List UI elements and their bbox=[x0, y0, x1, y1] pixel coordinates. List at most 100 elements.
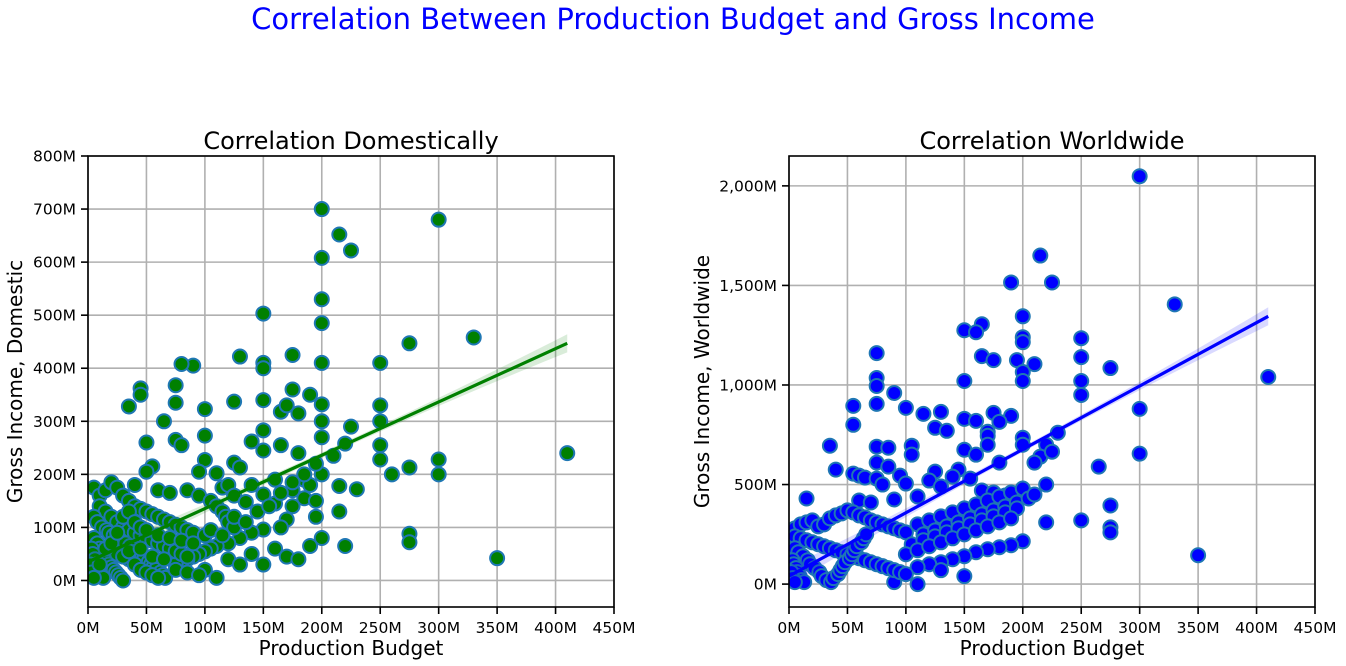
data-point bbox=[185, 535, 202, 552]
data-point bbox=[1090, 458, 1107, 475]
data-point bbox=[302, 537, 319, 554]
data-point bbox=[155, 551, 172, 568]
data-point bbox=[284, 381, 301, 398]
data-point bbox=[985, 352, 1002, 369]
data-point bbox=[1260, 369, 1277, 386]
regression-line bbox=[88, 341, 568, 564]
data-point bbox=[155, 413, 172, 430]
data-point bbox=[1131, 168, 1148, 185]
data-point bbox=[109, 524, 126, 541]
y-tick-label: 0M bbox=[754, 576, 777, 594]
data-point bbox=[191, 567, 208, 584]
data-point bbox=[903, 446, 920, 463]
data-point bbox=[138, 434, 155, 451]
y-axis-label: Gross Income, Domestic bbox=[3, 260, 27, 503]
data-point bbox=[932, 403, 949, 420]
data-point bbox=[120, 398, 137, 415]
data-point bbox=[255, 305, 272, 322]
data-point bbox=[1014, 373, 1031, 390]
y-tick-label: 1,500M bbox=[719, 277, 777, 295]
data-point bbox=[1038, 476, 1055, 493]
data-point bbox=[161, 484, 178, 501]
data-point bbox=[313, 354, 330, 371]
data-point bbox=[196, 401, 213, 418]
data-point bbox=[284, 346, 301, 363]
data-point bbox=[1026, 356, 1043, 373]
data-point bbox=[1038, 514, 1055, 531]
data-point bbox=[430, 451, 447, 468]
data-point bbox=[430, 211, 447, 228]
y-tick-label: 300M bbox=[33, 413, 76, 431]
y-tick-label: 0M bbox=[53, 572, 76, 590]
data-point bbox=[208, 465, 225, 482]
subplot-2: 0M 50M 100M 150M 200M 250M 300M 350M 400M 450M 0M 5… bbox=[690, 127, 1336, 660]
data-point bbox=[372, 354, 389, 371]
y-tick-label: 500M bbox=[734, 476, 777, 494]
data-point bbox=[272, 484, 289, 501]
data-point bbox=[862, 494, 879, 511]
axes-frame bbox=[87, 155, 615, 608]
data-point bbox=[1014, 334, 1031, 351]
data-point bbox=[331, 226, 348, 243]
data-point bbox=[909, 488, 926, 505]
data-point bbox=[313, 249, 330, 266]
data-point bbox=[255, 556, 272, 573]
x-tick-label: 150M bbox=[943, 619, 986, 637]
regression-line bbox=[789, 314, 1270, 578]
data-point bbox=[1003, 510, 1020, 527]
data-point bbox=[132, 386, 149, 403]
data-point bbox=[132, 540, 149, 557]
figure-title: Correlation Between Production Budget an… bbox=[251, 2, 1095, 36]
data-point bbox=[845, 416, 862, 433]
data-point bbox=[909, 559, 926, 576]
x-axis-label: Production Budget bbox=[960, 636, 1145, 660]
data-point bbox=[821, 437, 838, 454]
data-point bbox=[284, 498, 301, 515]
x-tick-label: 50M bbox=[831, 619, 864, 637]
data-point bbox=[880, 458, 897, 475]
data-point bbox=[226, 393, 243, 410]
data-point bbox=[968, 412, 985, 429]
data-point bbox=[932, 562, 949, 579]
data-point bbox=[1073, 512, 1090, 529]
data-point bbox=[255, 442, 272, 459]
x-tick-label: 250M bbox=[1060, 619, 1103, 637]
data-point bbox=[88, 569, 102, 586]
data-point bbox=[909, 576, 926, 593]
data-point bbox=[331, 478, 348, 495]
data-point bbox=[944, 468, 961, 485]
data-point bbox=[126, 476, 143, 493]
data-point bbox=[331, 503, 348, 520]
data-point bbox=[1073, 330, 1090, 347]
data-point bbox=[191, 463, 208, 480]
data-point bbox=[313, 315, 330, 332]
data-point bbox=[231, 459, 248, 476]
data-point bbox=[343, 418, 359, 435]
data-point bbox=[401, 534, 418, 551]
data-point bbox=[827, 461, 844, 478]
data-point bbox=[179, 548, 196, 565]
axes-frame bbox=[788, 155, 1316, 608]
data-point bbox=[208, 569, 225, 586]
y-tick-label: 200M bbox=[33, 466, 76, 484]
data-point bbox=[372, 437, 389, 454]
data-point bbox=[343, 242, 359, 259]
data-point bbox=[278, 397, 295, 414]
data-point bbox=[897, 566, 914, 583]
data-point bbox=[272, 437, 289, 454]
data-point bbox=[307, 492, 324, 509]
data-point bbox=[313, 429, 330, 446]
y-tick-label: 700M bbox=[33, 201, 76, 219]
data-point bbox=[290, 405, 307, 422]
data-point bbox=[1044, 274, 1060, 291]
data-point bbox=[968, 446, 985, 463]
x-tick-label: 0M bbox=[777, 619, 800, 637]
data-point bbox=[979, 436, 996, 453]
data-point bbox=[372, 397, 389, 414]
x-tick-label: 300M bbox=[1118, 619, 1161, 637]
x-tick-label: 200M bbox=[1001, 619, 1044, 637]
data-point bbox=[243, 545, 260, 562]
data-point bbox=[1014, 308, 1031, 325]
data-point bbox=[956, 373, 973, 390]
data-point bbox=[1026, 486, 1043, 503]
